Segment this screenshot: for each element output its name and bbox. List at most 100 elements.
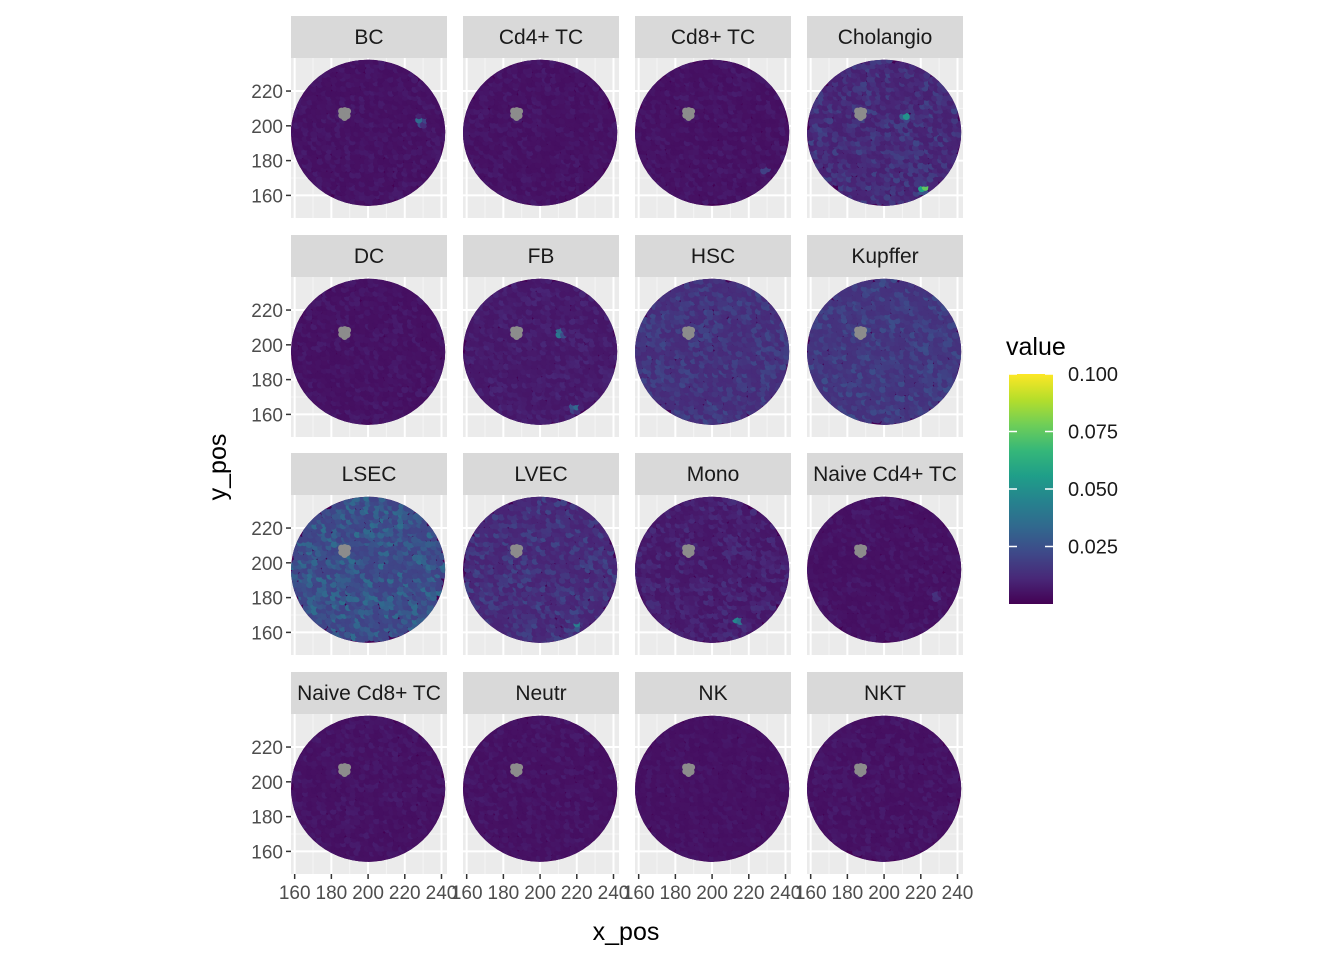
spot-point xyxy=(544,167,553,175)
spot-point xyxy=(372,59,380,65)
spot-point xyxy=(516,170,524,179)
spot-point xyxy=(401,89,410,97)
spot-point xyxy=(325,89,333,98)
spot-point xyxy=(553,67,562,75)
spot-point xyxy=(396,139,404,147)
spot-point xyxy=(569,107,577,115)
na-spot-point xyxy=(516,107,524,115)
spot-point xyxy=(497,180,505,188)
spot-point xyxy=(583,171,591,179)
spot-point xyxy=(573,139,581,147)
spot-point xyxy=(717,139,725,148)
spot-point xyxy=(516,62,525,70)
spot-point xyxy=(525,59,533,65)
spot-point xyxy=(330,90,338,98)
spot-point xyxy=(549,194,558,202)
spot-points xyxy=(463,59,618,206)
spot-point xyxy=(654,166,662,175)
spot-point xyxy=(348,67,357,75)
spot-point xyxy=(520,152,528,161)
na-spot-point xyxy=(685,114,692,122)
spot-point xyxy=(716,166,724,175)
na-spot-point xyxy=(338,107,345,115)
spot-point xyxy=(530,189,538,197)
spot-point xyxy=(583,126,591,134)
spot-point xyxy=(386,185,394,193)
spot-point xyxy=(674,171,682,179)
spot-point xyxy=(912,103,921,112)
spot-point xyxy=(372,198,380,206)
spot-point xyxy=(596,166,604,175)
spot-point xyxy=(535,180,543,188)
spot-point xyxy=(739,162,748,170)
spot-point xyxy=(415,148,424,156)
spot-point xyxy=(826,85,834,93)
spot-point xyxy=(315,176,323,184)
spot-point xyxy=(573,130,581,138)
spot-point xyxy=(588,152,596,160)
spot-point xyxy=(319,107,328,116)
spot-point xyxy=(310,94,318,102)
spot-point xyxy=(549,59,557,65)
spot-point xyxy=(568,89,576,97)
facet-strip-label: DC xyxy=(354,245,384,268)
spot-point xyxy=(501,189,510,197)
spot-point xyxy=(378,176,386,184)
facet-strip xyxy=(635,16,791,58)
spot-point xyxy=(362,111,370,120)
spot-point xyxy=(506,135,514,143)
spot-point xyxy=(706,185,715,193)
spot-point xyxy=(745,184,754,192)
spot-point xyxy=(358,72,366,80)
spot-point xyxy=(779,144,787,152)
spot-point xyxy=(597,131,605,139)
spot-point xyxy=(386,107,395,115)
spot-point xyxy=(539,399,547,407)
spot-point xyxy=(305,171,314,179)
spot-point xyxy=(386,62,395,71)
facet-panel: Cd8+ TC xyxy=(635,16,791,218)
spot-point xyxy=(888,62,896,71)
facet-panel: FB xyxy=(463,235,619,437)
spot-point xyxy=(331,148,339,157)
spot-point xyxy=(601,161,609,169)
spot-point xyxy=(382,80,390,88)
spot-point xyxy=(530,112,538,120)
spot-point xyxy=(658,149,667,157)
spot-point xyxy=(746,139,754,148)
spot-point xyxy=(502,171,510,179)
spot-point xyxy=(339,157,347,166)
spot-point xyxy=(588,170,596,179)
spot-point xyxy=(544,76,552,84)
spot-point xyxy=(373,85,381,93)
spot-point xyxy=(525,76,533,84)
facet-panel: DC xyxy=(291,235,447,437)
spot-point xyxy=(482,108,490,116)
spot-point xyxy=(732,148,740,156)
spot-point xyxy=(324,171,332,179)
spot-point xyxy=(711,130,719,139)
spot-point xyxy=(357,59,366,65)
spot-point xyxy=(688,135,697,143)
spot-point xyxy=(692,194,700,202)
spot-point xyxy=(559,162,568,170)
facet-panel: BC xyxy=(291,16,447,218)
spot-point xyxy=(340,84,348,93)
spot-point xyxy=(526,116,534,124)
spot-point xyxy=(531,59,539,66)
facet-strip xyxy=(463,16,619,58)
spot-point xyxy=(606,112,614,120)
spot-point xyxy=(549,171,557,179)
spot-point xyxy=(563,126,571,134)
spot-point xyxy=(582,75,591,84)
spot-point xyxy=(305,107,313,115)
spot-point xyxy=(353,85,361,94)
spot-point xyxy=(550,108,558,116)
spot-point xyxy=(555,157,563,166)
spot-point xyxy=(463,143,471,151)
facet-strip-label: Cd4+ TC xyxy=(499,26,583,49)
spot-point xyxy=(492,184,500,192)
facet-strip-label: BC xyxy=(354,26,383,49)
